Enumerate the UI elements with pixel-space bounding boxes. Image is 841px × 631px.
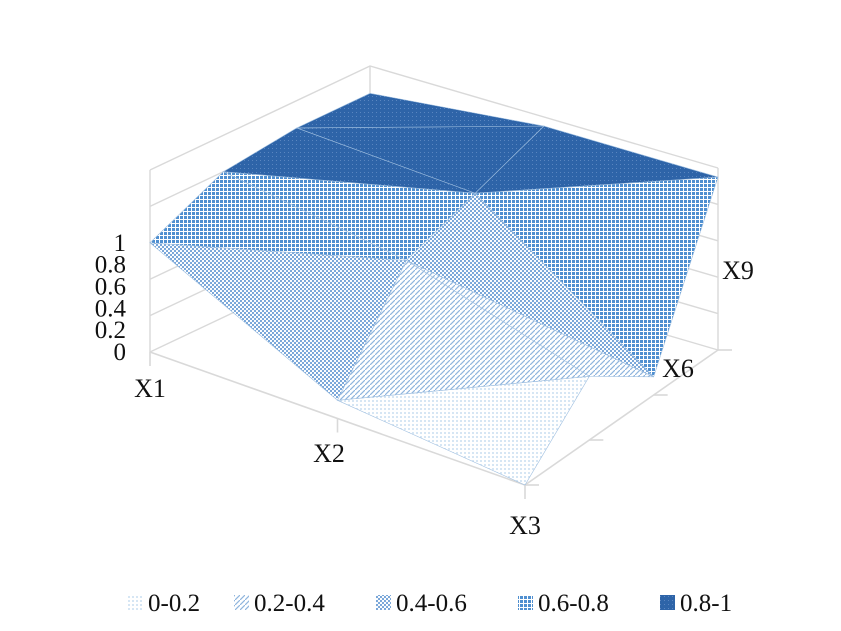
z-tick-label: 0.4 (95, 295, 127, 322)
legend-swatch (128, 595, 143, 610)
legend-label: 0.4-0.6 (396, 590, 467, 617)
legend-label: 0-0.2 (148, 590, 200, 617)
surface-facet (222, 127, 476, 194)
legend: 0-0.2 0.2-0.4 0.4-0.6 0.6-0.8 0.8-1 (128, 590, 732, 617)
legend-swatch (376, 595, 391, 610)
front-axis-label: X2 (313, 439, 345, 468)
legend-label: 0.8-1 (680, 590, 732, 617)
z-tick-label: 1 (114, 230, 127, 257)
legend-label: 0.2-0.4 (254, 590, 325, 617)
z-axis-ticks: 00.20.40.60.81 (95, 230, 127, 366)
legend-swatch (518, 595, 533, 610)
legend-swatch (660, 595, 675, 610)
front-axis-label: X3 (509, 511, 541, 540)
legend-label: 0.6-0.8 (538, 590, 609, 617)
legend-item: 0.2-0.4 (234, 590, 325, 617)
depth-axis-label: X9 (722, 256, 754, 285)
surface-mesh (149, 92, 719, 486)
depth-axis-label: X6 (662, 354, 694, 383)
z-tick-label: 0.2 (95, 317, 126, 344)
legend-item: 0.6-0.8 (518, 590, 609, 617)
surface-facet (474, 125, 719, 194)
legend-item: 0.4-0.6 (376, 590, 467, 617)
z-tick-label: 0.8 (95, 252, 126, 279)
floor-axes (149, 349, 732, 499)
legend-item: 0.8-1 (660, 590, 732, 617)
z-tick-label: 0.6 (95, 273, 126, 300)
surface-facet (405, 192, 654, 378)
category-labels: X1 X2 X3 X6 X9 (134, 256, 754, 540)
surface-facet (149, 171, 407, 261)
legend-item: 0-0.2 (128, 590, 200, 617)
surface-facet (336, 259, 591, 401)
surface-facet (296, 92, 545, 129)
depth-axis-line (524, 349, 719, 486)
legend-swatch (234, 595, 249, 610)
front-axis-label: X1 (134, 374, 166, 403)
z-tick-label: 0 (114, 339, 127, 366)
